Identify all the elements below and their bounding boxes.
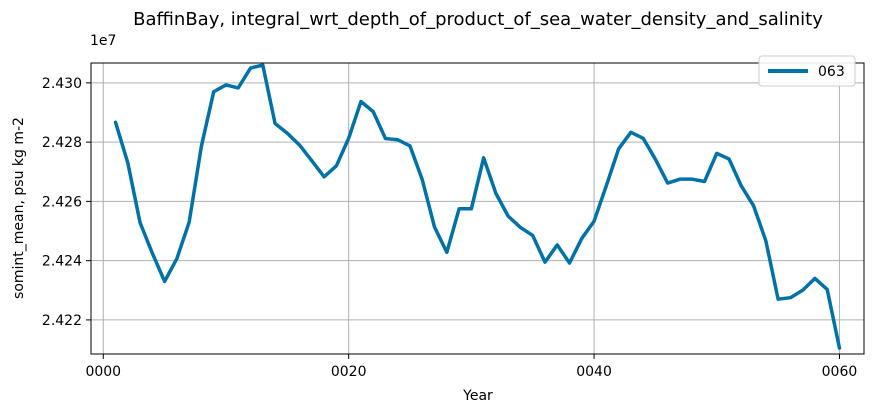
plot-frame xyxy=(90,62,865,355)
grid xyxy=(91,63,864,354)
x-tick-label: 0020 xyxy=(331,364,367,380)
y-tick-label: 2.426 xyxy=(42,194,82,210)
y-offset-label: 1e7 xyxy=(90,33,116,49)
legend-label: 063 xyxy=(818,64,845,80)
x-tick-label: 0040 xyxy=(576,364,612,380)
x-axis-label: Year xyxy=(462,388,493,404)
y-tick-label: 2.430 xyxy=(42,76,82,92)
x-tick-label: 0000 xyxy=(85,364,121,380)
series-layer xyxy=(113,63,842,350)
legend: 063 xyxy=(758,55,856,87)
chart-title: BaffinBay, integral_wrt_depth_of_product… xyxy=(133,9,823,30)
x-axis: 0000 0020 0040 0060 xyxy=(85,354,857,380)
y-tick-label: 2.428 xyxy=(42,135,82,151)
y-tick-label: 2.422 xyxy=(42,313,82,329)
y-axis: 2.422 2.424 2.426 2.428 2.430 xyxy=(42,76,91,329)
series-line-063 xyxy=(113,63,842,350)
y-axis-label: somint_mean, psu kg m-2 xyxy=(11,117,27,299)
y-tick-label: 2.424 xyxy=(42,254,82,270)
x-tick-label: 0060 xyxy=(822,364,858,380)
